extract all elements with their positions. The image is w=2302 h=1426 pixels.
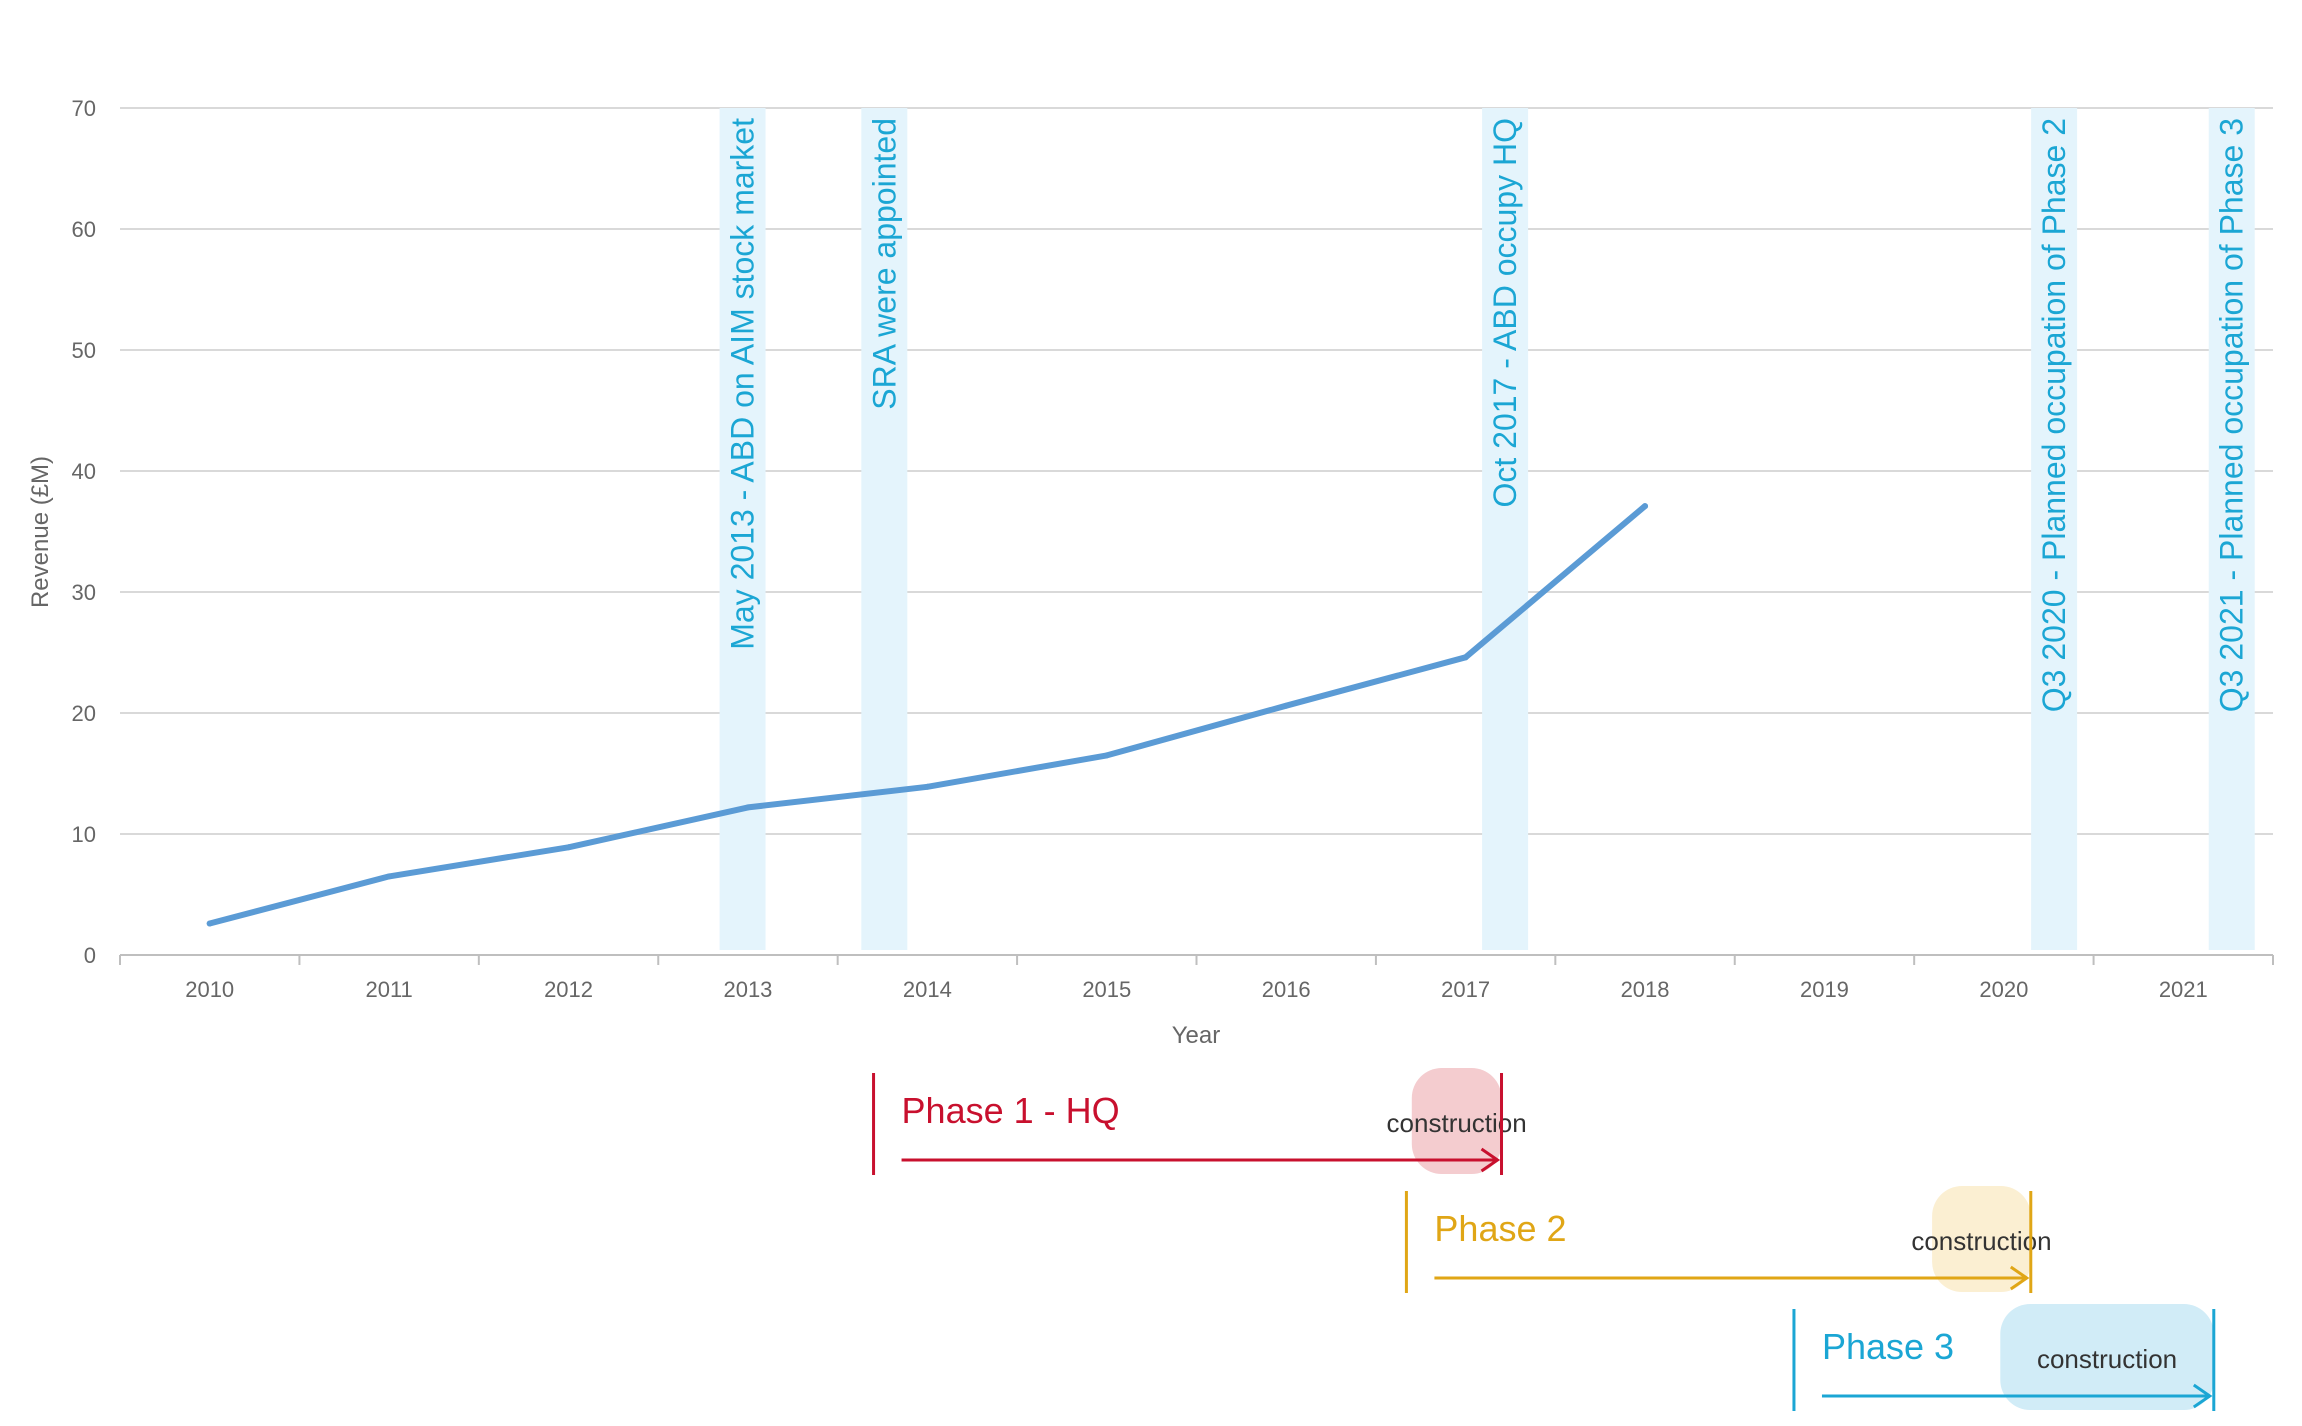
x-tick-label: 2011 bbox=[365, 977, 412, 1002]
x-tick-label: 2017 bbox=[1441, 977, 1490, 1002]
phase-label: Phase 1 - HQ bbox=[902, 1090, 1120, 1131]
x-axis-title: Year bbox=[1172, 1022, 1221, 1049]
annotation-band bbox=[2208, 108, 2255, 950]
annotation-text: Q3 2020 - Planned occupation of Phase 2 bbox=[2036, 118, 2072, 712]
y-tick-label: 10 bbox=[72, 822, 96, 847]
data-point bbox=[1462, 654, 1469, 661]
data-point bbox=[744, 804, 751, 811]
data-point bbox=[1642, 503, 1649, 510]
annotation-text: SRA were appointed bbox=[866, 118, 902, 410]
construction-box bbox=[1932, 1186, 2031, 1292]
y-tick-label: 0 bbox=[84, 943, 96, 968]
phase-arrowhead bbox=[1480, 1147, 1501, 1173]
x-tick-label: 2013 bbox=[723, 977, 772, 1002]
phase-label: Phase 3 bbox=[1822, 1326, 1954, 1367]
construction-box bbox=[1411, 1068, 1502, 1174]
phase-label: Phase 2 bbox=[1434, 1208, 1566, 1249]
annotation-text: Oct 2017 - ABD occupy HQ bbox=[1487, 118, 1523, 508]
y-tick-label: 50 bbox=[72, 338, 96, 363]
y-tick-label: 60 bbox=[72, 217, 96, 242]
x-tick-label: 2010 bbox=[185, 977, 234, 1002]
annotation-band bbox=[1482, 108, 1529, 950]
x-tick-label: 2012 bbox=[544, 977, 593, 1002]
construction-box bbox=[2000, 1304, 2214, 1410]
x-tick-label: 2019 bbox=[1800, 977, 1849, 1002]
construction-label: construction bbox=[1911, 1226, 2051, 1256]
annotation-text: Q3 2021 - Planned occupation of Phase 3 bbox=[2214, 118, 2250, 712]
y-axis-title: Revenue (£M) bbox=[27, 456, 54, 608]
data-point bbox=[1103, 752, 1110, 759]
y-tick-label: 70 bbox=[72, 96, 96, 121]
data-point bbox=[924, 783, 931, 790]
y-tick-label: 30 bbox=[72, 580, 96, 605]
y-tick-label: 40 bbox=[72, 459, 96, 484]
x-tick-label: 2020 bbox=[1979, 977, 2028, 1002]
annotation-band bbox=[861, 108, 908, 950]
data-point bbox=[1283, 702, 1290, 709]
annotation-text: May 2013 - ABD on AIM stock market bbox=[725, 118, 761, 650]
x-tick-label: 2014 bbox=[903, 977, 952, 1002]
x-tick-label: 2018 bbox=[1621, 977, 1670, 1002]
data-point bbox=[565, 844, 572, 851]
y-tick-label: 20 bbox=[72, 701, 96, 726]
x-tick-label: 2016 bbox=[1262, 977, 1311, 1002]
construction-label: construction bbox=[2037, 1344, 2177, 1374]
construction-label: construction bbox=[1387, 1108, 1527, 1138]
data-point bbox=[386, 873, 393, 880]
x-tick-label: 2021 bbox=[2159, 977, 2208, 1002]
revenue-line bbox=[206, 503, 1648, 927]
phase-arrowhead bbox=[2192, 1383, 2213, 1409]
data-point bbox=[206, 920, 213, 927]
annotation-band bbox=[2031, 108, 2078, 950]
phase-arrowhead bbox=[2009, 1265, 2030, 1291]
x-tick-label: 2015 bbox=[1082, 977, 1131, 1002]
